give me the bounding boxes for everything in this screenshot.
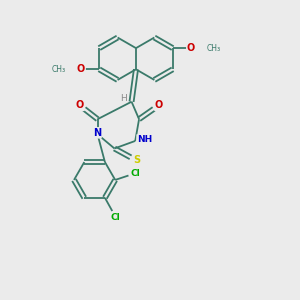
Text: O: O — [76, 100, 84, 110]
Text: O: O — [155, 100, 163, 110]
Text: CH₃: CH₃ — [51, 65, 65, 74]
Text: S: S — [134, 155, 141, 165]
Text: O: O — [77, 64, 85, 74]
Text: Cl: Cl — [130, 169, 140, 178]
Text: H: H — [120, 94, 127, 103]
Text: N: N — [93, 128, 101, 138]
Text: O: O — [187, 43, 195, 53]
Text: NH: NH — [137, 135, 152, 144]
Text: Cl: Cl — [110, 213, 120, 222]
Text: CH₃: CH₃ — [207, 44, 221, 52]
